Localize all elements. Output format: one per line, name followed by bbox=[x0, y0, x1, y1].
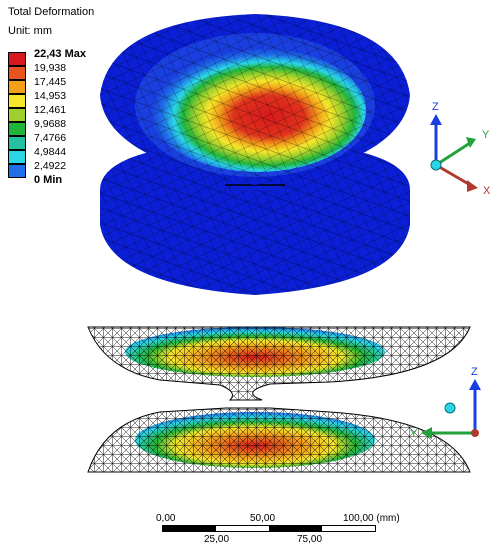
scale-label: 0,00 bbox=[156, 513, 176, 524]
legend-label: 17,445 bbox=[34, 76, 67, 88]
scale-label: 50,00 bbox=[250, 513, 276, 524]
section-top bbox=[87, 326, 471, 401]
axis-triad-side[interactable]: Z Y bbox=[410, 366, 481, 440]
triad-y-label: Y bbox=[410, 428, 418, 440]
scale-label: 100,00 (mm) bbox=[343, 513, 400, 524]
triad-y-label: Y bbox=[482, 129, 490, 141]
scale-bar-frame bbox=[162, 525, 376, 532]
legend-swatch-6 bbox=[8, 136, 26, 150]
upper-disc bbox=[100, 14, 410, 185]
legend-swatch-1 bbox=[8, 66, 26, 80]
legend-swatch-0 bbox=[8, 52, 26, 66]
legend-swatch-8 bbox=[8, 164, 26, 178]
legend-swatch-4 bbox=[8, 108, 26, 122]
legend-label: 19,938 bbox=[34, 62, 67, 74]
color-legend: 22,43 Max 19,938 17,445 14,953 12,461 9,… bbox=[6, 48, 126, 192]
scale-label: 25,00 bbox=[204, 534, 230, 545]
legend-swatch-3 bbox=[8, 94, 26, 108]
legend-swatch-5 bbox=[8, 122, 26, 136]
section-bottom bbox=[87, 407, 471, 473]
legend-label: 12,461 bbox=[34, 104, 67, 116]
triad-x-label: X bbox=[483, 185, 491, 197]
legend-label: 4,9844 bbox=[34, 146, 67, 158]
triad-z-label: Z bbox=[432, 101, 439, 113]
legend-label: 14,953 bbox=[34, 90, 67, 102]
result-unit: Unit: mm bbox=[8, 25, 52, 37]
legend-label: 2,4922 bbox=[34, 160, 67, 172]
scale-label: 75,00 bbox=[297, 534, 323, 545]
legend-label: 7,4766 bbox=[34, 132, 67, 144]
axis-triad-iso[interactable]: Z Y X bbox=[430, 101, 491, 197]
scale-bar: 0,00 50,00 100,00 (mm) 25,00 75,00 bbox=[150, 513, 490, 547]
legend-label-max: 22,43 Max bbox=[34, 48, 86, 60]
legend-label: 9,9688 bbox=[34, 118, 67, 130]
legend-swatch-2 bbox=[8, 80, 26, 94]
legend-swatch-7 bbox=[8, 150, 26, 164]
legend-label-min: 0 Min bbox=[34, 174, 63, 186]
lower-disc bbox=[100, 140, 410, 295]
triad-z-label: Z bbox=[471, 366, 478, 378]
result-title: Total Deformation bbox=[8, 6, 95, 18]
